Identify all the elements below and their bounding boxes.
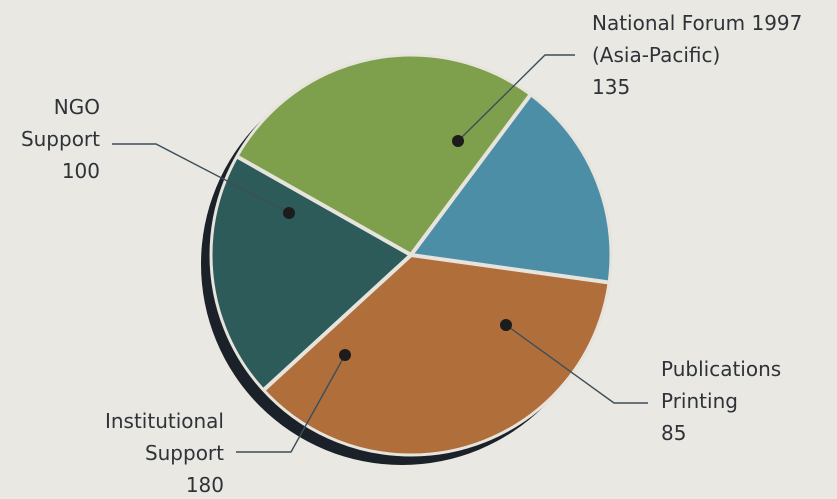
slice-divider — [235, 154, 412, 257]
slice-marker-dot — [339, 349, 351, 361]
slice-dividers — [209, 53, 613, 457]
leader-line-publications-printing — [505, 324, 648, 404]
pie-slice-national-forum-1997-asia-pacific — [236, 54, 531, 256]
slice-value-label: 135 — [592, 75, 630, 99]
slice-name-label: (Asia-Pacific) — [592, 43, 720, 67]
slice-divider — [409, 93, 533, 257]
pie-slice-publications-printing — [411, 94, 611, 283]
pie-slice-institutional-support — [263, 255, 610, 456]
slice-name-label: Printing — [661, 389, 738, 413]
slice-value-label: 180 — [186, 473, 224, 497]
pie-slices — [210, 54, 611, 456]
leader-line-national-forum-1997-asia-pacific — [457, 54, 575, 142]
slice-name-label: Support — [145, 441, 224, 465]
slice-labels: National Forum 1997 (Asia-Pacific) 135 Publ… — [21, 11, 802, 497]
slice-marker-dot — [452, 135, 464, 147]
slice-name-label: National Forum 1997 — [592, 11, 802, 35]
leader-line-ngo-support — [112, 143, 290, 214]
slice-name-label: Institutional — [105, 409, 224, 433]
slice-divider — [262, 253, 413, 392]
slice-divider — [410, 253, 610, 285]
slice-name-label: Support — [21, 127, 100, 151]
leader-lines — [112, 54, 648, 453]
slice-value-label: 85 — [661, 421, 686, 445]
leader-line-institutional-support — [236, 354, 346, 453]
slice-marker-dot — [283, 207, 295, 219]
pie-slice-ngo-support — [210, 156, 411, 391]
slice-marker-dot — [500, 319, 512, 331]
slice-name-label: Publications — [661, 357, 781, 381]
pie-outline — [209, 53, 613, 457]
slice-value-label: 100 — [62, 159, 100, 183]
slice-name-label: NGO — [54, 95, 100, 119]
